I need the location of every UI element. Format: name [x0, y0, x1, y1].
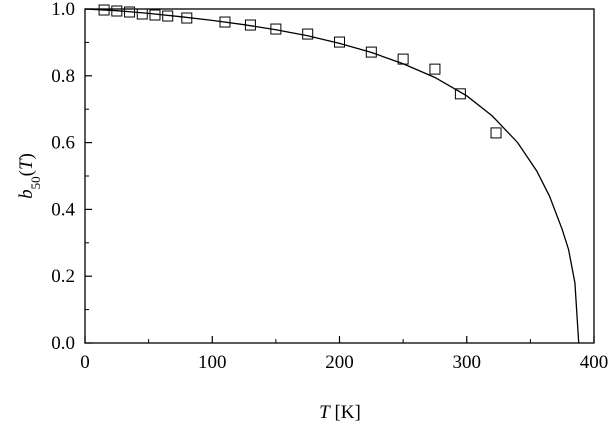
marker [454, 88, 466, 100]
y-label-part: ( [16, 170, 37, 176]
marker [136, 8, 148, 20]
x-tick-label: 200 [325, 352, 354, 373]
marker [365, 46, 377, 58]
x-tick-label: 400 [580, 352, 608, 373]
x-tick-label: 0 [80, 352, 90, 373]
x-tick-label: 300 [453, 352, 482, 373]
y-label-part: ) [16, 153, 37, 159]
curve [84, 8, 580, 344]
marker [490, 127, 502, 139]
y-tick-label: 1.0 [51, 0, 75, 20]
marker [429, 63, 441, 75]
y-tick-label: 0.4 [51, 199, 75, 220]
y-label-part: b [16, 189, 37, 199]
x-tick-label: 100 [198, 352, 227, 373]
y-tick-label: 0.6 [51, 133, 75, 154]
y-tick-label: 0.0 [51, 333, 75, 354]
y-tick-label: 0.8 [51, 66, 75, 87]
y-label-part: 50 [28, 176, 43, 189]
x-label-part: T [319, 402, 331, 423]
plot-frame [84, 8, 595, 344]
y-tick-label: 0.2 [51, 266, 75, 287]
x-axis-label: T [K] [319, 402, 361, 423]
marker [302, 28, 314, 40]
x-label-part: [K] [330, 402, 361, 423]
y-axis-label: b50(T) [16, 153, 43, 199]
y-label-part: T [16, 158, 37, 170]
